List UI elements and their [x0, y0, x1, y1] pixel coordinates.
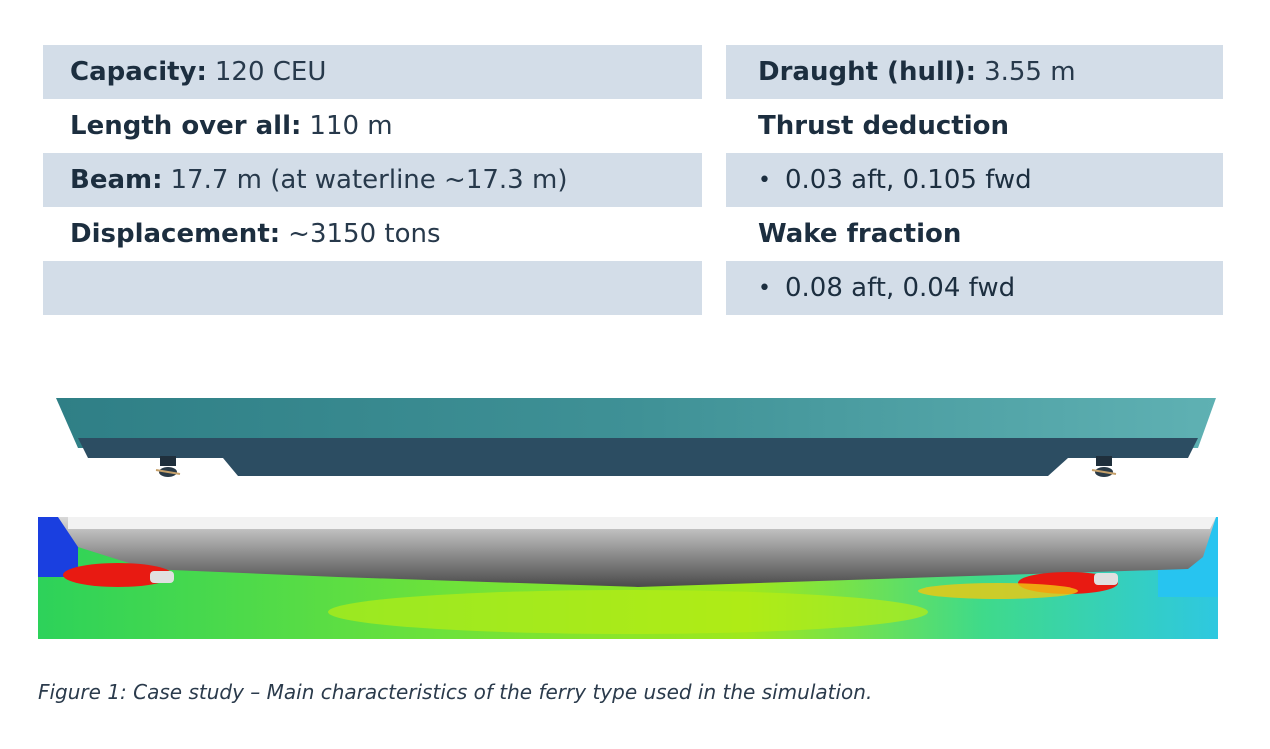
thrust-deduction-heading: Thrust deduction [758, 111, 1010, 141]
spec-row-thrust-value: • 0.03 aft, 0.105 fwd [726, 153, 1223, 207]
fwd-thruster-icon [1091, 456, 1117, 477]
spec-label: Length over all: [70, 111, 302, 141]
spec-label: Displacement: [70, 219, 281, 249]
bullet-icon: • [758, 167, 771, 193]
spec-value: 120 CEU [214, 57, 327, 87]
figure-caption: Figure 1: Case study – Main characterist… [38, 680, 873, 704]
spec-label: Beam: [70, 165, 163, 195]
spec-row-wake-heading: Wake fraction [726, 207, 1223, 261]
spec-row-length: Length over all: 110 m [43, 99, 702, 153]
wake-fraction-heading: Wake fraction [758, 219, 962, 249]
spec-value: 3.55 m [984, 57, 1076, 87]
spec-row-capacity: Capacity: 120 CEU [43, 45, 702, 99]
fwd-thruster-icon [1094, 573, 1118, 585]
thrust-deduction-value: 0.03 aft, 0.105 fwd [784, 165, 1032, 195]
spec-row-draught: Draught (hull): 3.55 m [726, 45, 1223, 99]
spec-label: Draught (hull): [758, 57, 977, 87]
spec-value: ~3150 tons [288, 219, 441, 249]
spec-value: 110 m [309, 111, 393, 141]
cfd-wake-image [38, 517, 1218, 639]
aft-thruster-icon [155, 456, 181, 477]
spec-row-thrust-heading: Thrust deduction [726, 99, 1223, 153]
spec-row-displacement: Displacement: ~3150 tons [43, 207, 702, 261]
spec-label: Capacity: [70, 57, 207, 87]
bullet-icon: • [758, 275, 771, 301]
wake-fraction-value: 0.08 aft, 0.04 fwd [784, 273, 1016, 303]
spec-row-wake-value: • 0.08 aft, 0.04 fwd [726, 261, 1223, 315]
spec-value: 17.7 m (at waterline ~17.3 m) [170, 165, 568, 195]
spec-row-empty [43, 261, 702, 315]
aft-thruster-icon [150, 571, 174, 583]
spec-row-beam: Beam: 17.7 m (at waterline ~17.3 m) [43, 153, 702, 207]
specs-table-right: Draught (hull): 3.55 m Thrust deduction … [726, 45, 1223, 315]
ship-hull-image [56, 398, 1216, 477]
specs-table-left: Capacity: 120 CEU Length over all: 110 m… [43, 45, 702, 315]
